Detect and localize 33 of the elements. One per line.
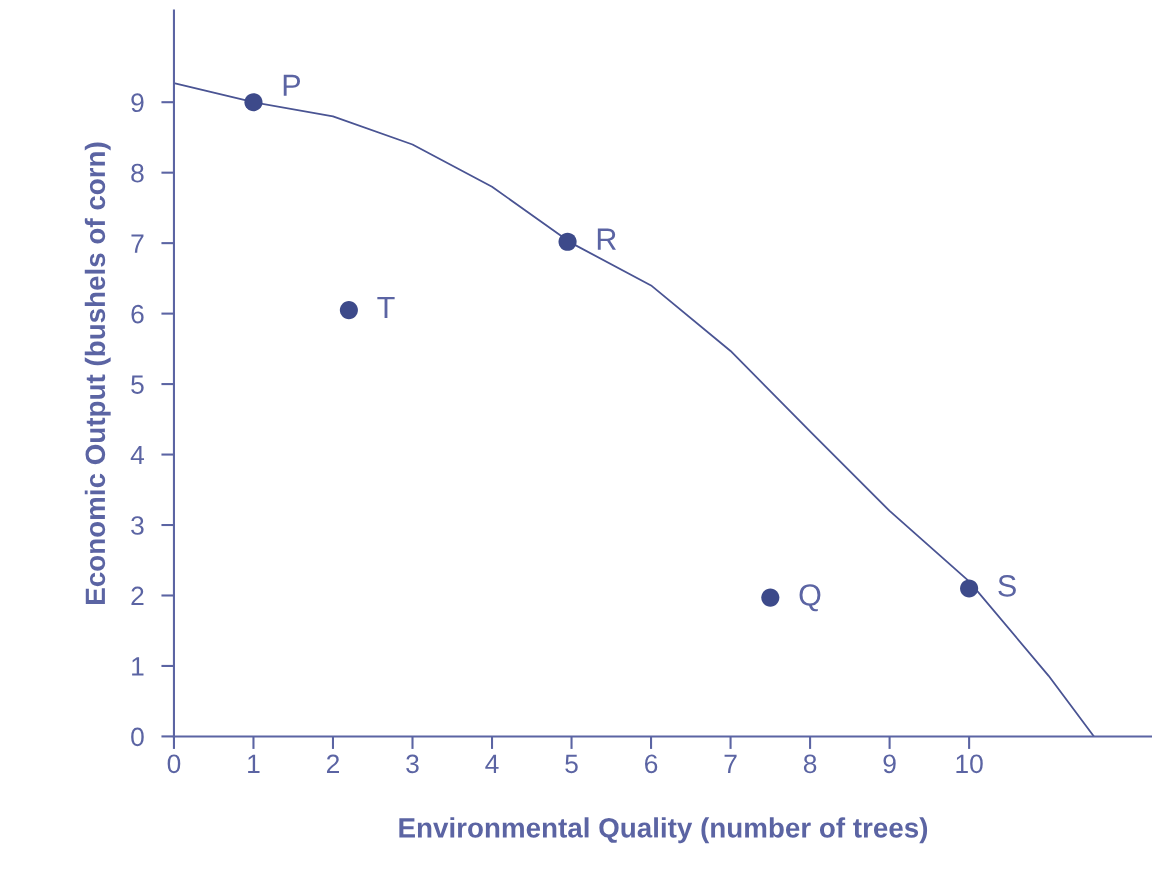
annotation: T	[377, 296, 395, 318]
y-tick-label: 4	[130, 445, 145, 465]
y-tick-label: 3	[131, 516, 144, 535]
x-axis-title: Environmental Quality (number of trees)	[399, 817, 928, 844]
x-tick-label: 3	[406, 754, 419, 774]
y-tick-label: 5	[131, 375, 144, 394]
y-tick-label: 6	[131, 304, 144, 324]
x-tick-label: 2	[326, 754, 339, 773]
x-tick-label: 5	[565, 754, 578, 774]
y-axis-title: Economic Output (bushels of corn)	[84, 142, 111, 604]
point	[339, 301, 358, 320]
x-tick-label: 8	[803, 754, 817, 774]
y-tick-label: 1	[132, 657, 144, 676]
x-tick-label: 1	[248, 754, 260, 773]
annotation: P	[283, 74, 301, 96]
annotation: R	[597, 228, 616, 250]
y-tick-label: 0	[131, 727, 144, 747]
x-tick-label: 6	[645, 754, 658, 774]
y-tick-label: 2	[131, 586, 144, 606]
y-tick-label: 9	[131, 93, 144, 113]
point	[761, 588, 780, 607]
y-tick-label: 7	[131, 234, 144, 253]
annotation: Q	[799, 584, 821, 612]
x-tick-label: 0	[167, 754, 181, 774]
point	[244, 93, 263, 112]
x-tick-label: 7	[724, 754, 737, 773]
point	[960, 579, 979, 598]
x-tick-label: 10	[956, 754, 983, 774]
point	[558, 232, 577, 251]
annotation: S	[998, 575, 1016, 597]
y-tick-label: 8	[131, 163, 144, 183]
x-tick-label: 4	[485, 754, 499, 773]
x-tick-label: 9	[883, 754, 896, 774]
